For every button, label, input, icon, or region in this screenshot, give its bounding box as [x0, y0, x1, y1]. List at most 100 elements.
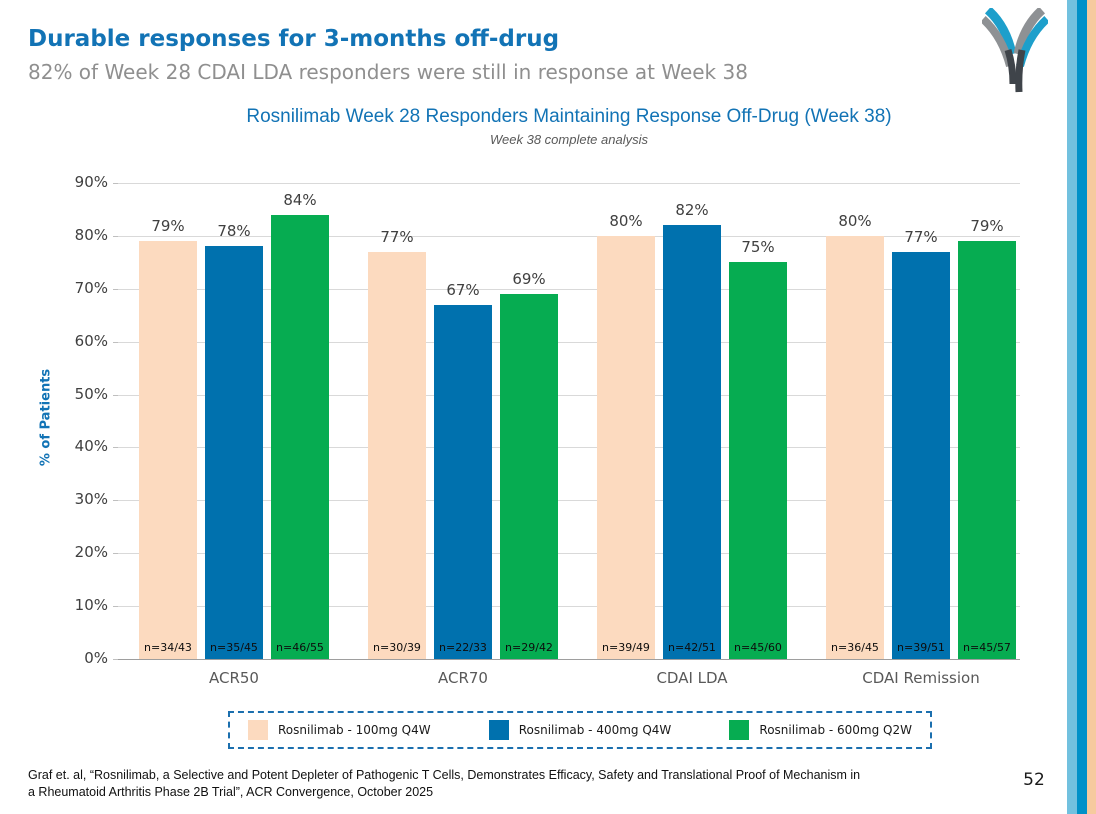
bar-value-label: 75%: [741, 238, 775, 257]
bar-slot: n=39/49 80%: [597, 183, 655, 659]
v-swoosh-logo-icon: [980, 6, 1050, 93]
y-tick-label: 90%: [74, 173, 108, 191]
y-tick-label: 80%: [74, 225, 108, 244]
x-axis-category-label: ACR50: [209, 669, 259, 687]
legend-item: Rosnilimab - 100mg Q4W: [248, 720, 431, 740]
gridline: [118, 235, 1020, 237]
y-axis-title: % of Patients: [38, 368, 54, 467]
y-tick-mark: [113, 447, 118, 449]
bar-group: n=34/43 79% n=35/45 78% n=46/55 84%: [139, 183, 329, 659]
bar: n=36/45: [826, 235, 884, 659]
legend-item: Rosnilimab - 600mg Q2W: [729, 720, 912, 740]
chart-legend: Rosnilimab - 100mg Q4W Rosnilimab - 400mg…: [228, 711, 932, 749]
bar: n=39/49: [597, 235, 655, 659]
bar: n=29/42: [500, 294, 558, 659]
y-tick-label: 50%: [74, 384, 108, 403]
bar-group: n=39/49 80% n=42/51 82% n=45/60 75%: [597, 183, 787, 659]
bar-n-label: n=34/43: [144, 641, 192, 654]
legend-swatch-icon: [248, 720, 268, 740]
gridline: [118, 447, 1020, 449]
bar: n=46/55: [271, 214, 329, 659]
y-tick-mark: [113, 659, 118, 660]
page-number: 52: [1023, 770, 1045, 790]
y-tick-label: 0%: [84, 649, 108, 667]
bar-slot: n=22/33 67%: [434, 183, 492, 659]
bar-value-label: 80%: [838, 211, 872, 230]
x-axis-baseline: [118, 659, 1020, 660]
y-tick-mark: [113, 288, 118, 290]
bar-n-label: n=35/45: [210, 641, 258, 654]
bar: n=45/57: [958, 241, 1016, 659]
y-tick-label: 60%: [74, 331, 108, 350]
gridline: [118, 183, 1020, 184]
y-tick-label: 40%: [74, 437, 108, 456]
bar-n-label: n=39/51: [897, 641, 945, 654]
bar-slot: n=45/60 75%: [729, 183, 787, 659]
accent-stripe-group: [1067, 0, 1096, 814]
y-tick-mark: [113, 394, 118, 396]
bar-group: n=36/45 80% n=39/51 77% n=45/57 79%: [826, 183, 1016, 659]
x-axis-category-label: CDAI LDA: [656, 669, 728, 687]
bar-n-label: n=42/51: [668, 641, 716, 654]
bar: n=45/60: [729, 262, 787, 659]
bar-value-label: 79%: [151, 217, 185, 236]
bar: n=30/39: [368, 251, 426, 659]
page-subtitle: 82% of Week 28 CDAI LDA responders were …: [28, 60, 748, 84]
accent-stripe-peach: [1087, 0, 1096, 814]
bar-value-label: 80%: [609, 211, 643, 230]
bar-value-label: 67%: [446, 280, 480, 299]
y-tick-label: 70%: [74, 278, 108, 297]
bar: n=42/51: [663, 225, 721, 659]
bar-slot: n=35/45 78%: [205, 183, 263, 659]
y-tick-mark: [113, 341, 118, 343]
bar-group: n=30/39 77% n=22/33 67% n=29/42 69%: [368, 183, 558, 659]
bar-value-label: 69%: [512, 270, 546, 289]
y-tick-label: 30%: [74, 490, 108, 509]
bar-slot: n=30/39 77%: [368, 183, 426, 659]
bar-value-label: 82%: [675, 201, 709, 220]
bar-slot: n=29/42 69%: [500, 183, 558, 659]
accent-stripe-blue: [1077, 0, 1087, 814]
y-tick-mark: [113, 235, 118, 237]
bar: n=34/43: [139, 241, 197, 659]
bar-slot: n=39/51 77%: [892, 183, 950, 659]
bar-n-label: n=22/33: [439, 641, 487, 654]
bar-slot: n=42/51 82%: [663, 183, 721, 659]
gridline: [118, 394, 1020, 396]
bar-n-label: n=45/57: [963, 641, 1011, 654]
bar-slot: n=45/57 79%: [958, 183, 1016, 659]
bar-value-label: 77%: [380, 227, 414, 246]
bar-slot: n=34/43 79%: [139, 183, 197, 659]
bar-n-label: n=36/45: [831, 641, 879, 654]
bar-n-label: n=30/39: [373, 641, 421, 654]
citation-text: Graf et. al, “Rosnilimab, a Selective an…: [28, 767, 968, 801]
bar-n-label: n=39/49: [602, 641, 650, 654]
bar-value-label: 79%: [970, 217, 1004, 236]
legend-item: Rosnilimab - 400mg Q4W: [488, 720, 671, 740]
bar: n=22/33: [434, 304, 492, 659]
y-tick-label: 20%: [74, 543, 108, 562]
bar-value-label: 78%: [217, 222, 251, 241]
chart-title: Rosnilimab Week 28 Responders Maintainin…: [246, 106, 892, 127]
bar-n-label: n=29/42: [505, 641, 553, 654]
y-tick-mark: [113, 553, 118, 555]
bar-value-label: 84%: [283, 190, 317, 209]
bar-chart-plot-area: n=34/43 79% n=35/45 78% n=46/55 84% n=30/39 77%…: [118, 183, 1020, 660]
gridline: [118, 553, 1020, 555]
bar: n=39/51: [892, 251, 950, 659]
x-axis-category-label: CDAI Remission: [862, 669, 980, 687]
bar-slot: n=46/55 84%: [271, 183, 329, 659]
y-tick-mark: [113, 183, 118, 184]
y-tick-mark: [113, 500, 118, 502]
bar-n-label: n=46/55: [276, 641, 324, 654]
citation-line-1: Graf et. al, “Rosnilimab, a Selective an…: [28, 768, 861, 782]
bar-slot: n=36/45 80%: [826, 183, 884, 659]
chart-subtitle: Week 38 complete analysis: [489, 132, 648, 147]
gridline: [118, 341, 1020, 343]
bar-n-label: n=45/60: [734, 641, 782, 654]
legend-label: Rosnilimab - 100mg Q4W: [278, 723, 431, 737]
gridline: [118, 500, 1020, 502]
legend-swatch-icon: [488, 720, 509, 740]
citation-line-2: a Rheumatoid Arthritis Phase 2B Trial”, …: [28, 784, 434, 799]
gridline: [118, 606, 1020, 608]
